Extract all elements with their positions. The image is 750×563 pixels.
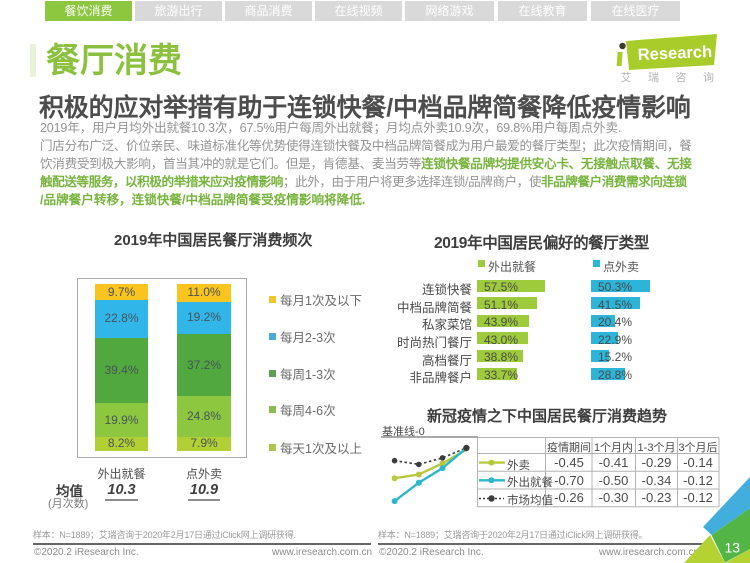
svg-text:Research: Research: [637, 43, 712, 64]
svg-text:艾瑞咨询: 艾瑞咨询: [621, 70, 725, 84]
svg-text:13: 13: [725, 540, 741, 556]
